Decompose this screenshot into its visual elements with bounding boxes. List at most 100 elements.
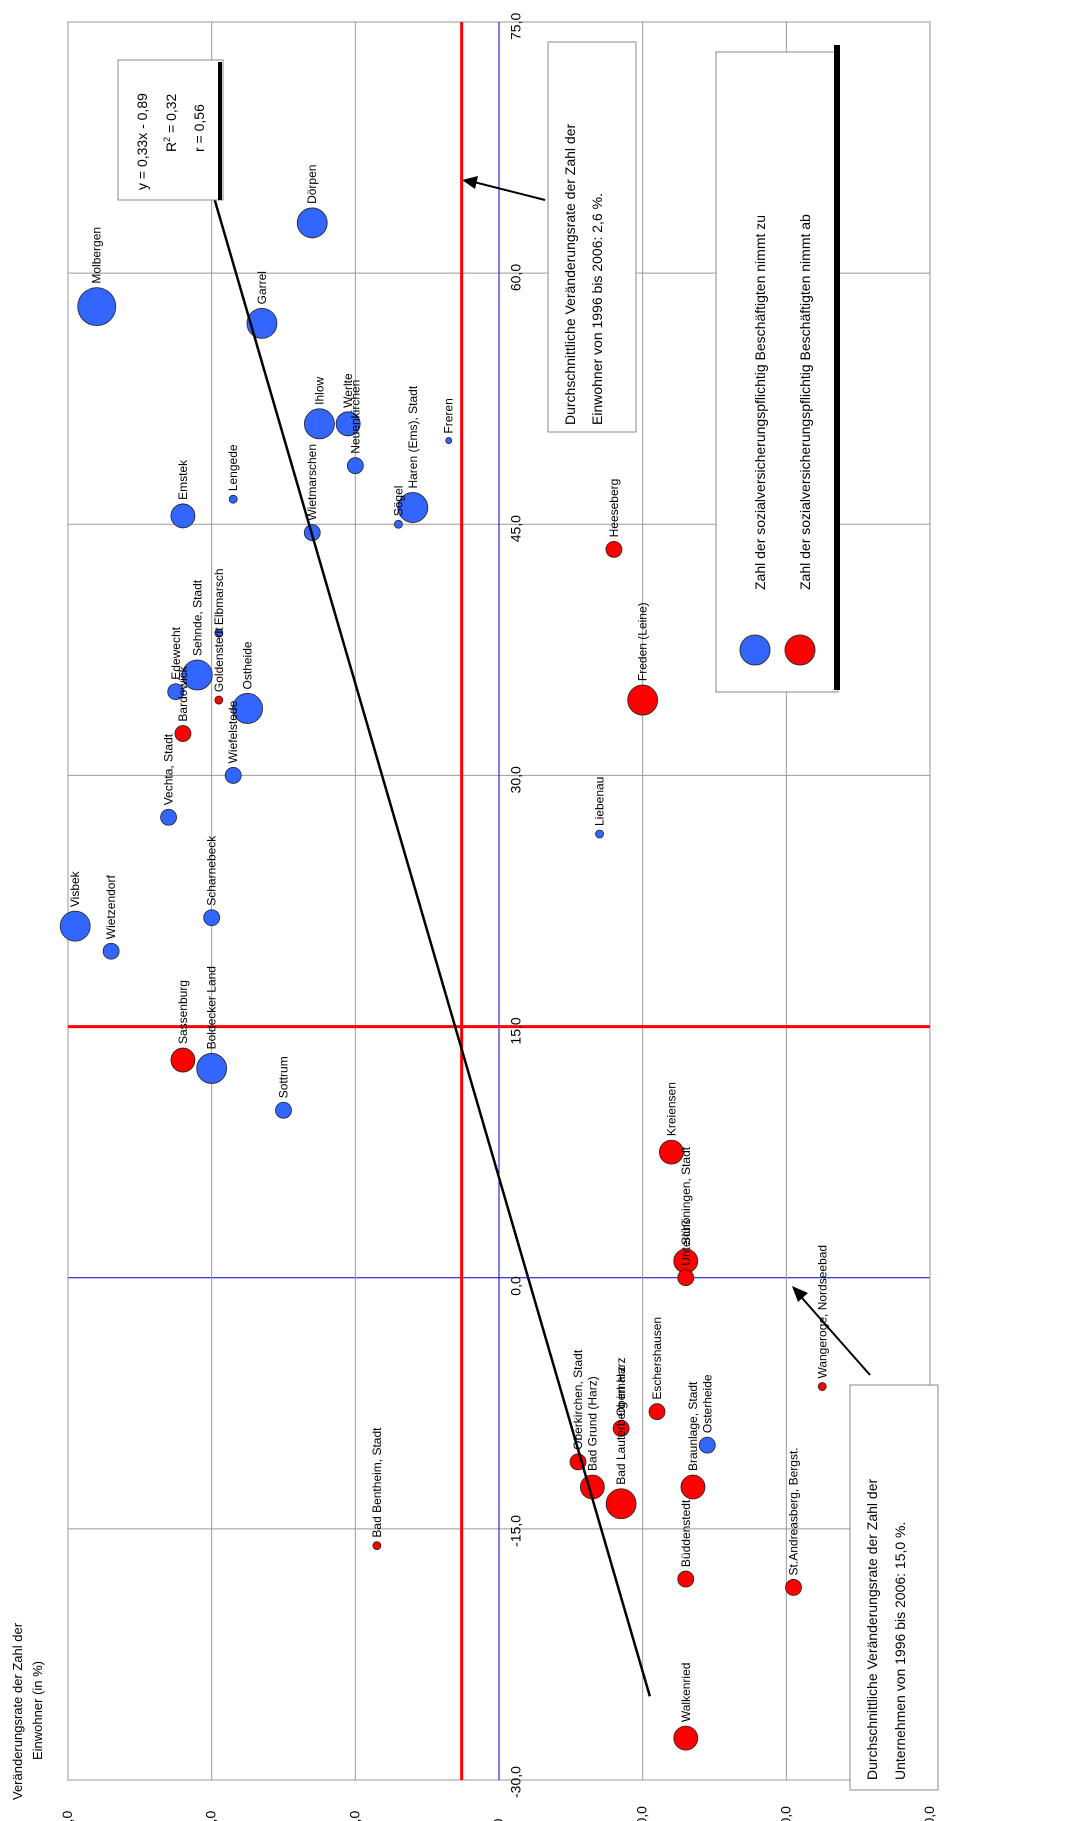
data-point [203,909,221,927]
point-label: Sögel [391,486,405,517]
point-label: Kreiensen [664,1082,678,1136]
data-point [445,437,453,444]
data-point [612,1420,630,1437]
data-point [224,767,242,784]
point-label: Edewecht [169,626,183,679]
point-labels: Molbergen Dörpen Garrel Ihlow WerlteNeuenkir… [68,165,829,1723]
data-point [246,307,278,339]
point-label: St.Andreasberg, Bergst. [787,1447,801,1575]
x-tick-label: 20,0 [203,1811,219,1821]
data-point [214,695,224,705]
point-label: Oberharz [614,1366,628,1416]
x-tick-label: -10,0 [634,1806,650,1821]
point-label: Scharnebeck [205,835,219,906]
data-point [232,693,263,724]
point-label: Unterlüß [679,1220,693,1266]
point-label: Wiefelstede [226,700,240,763]
point-label: Ostheide [241,641,255,689]
x-axis-label-line2: Einwohner (in %) [30,1661,45,1760]
point-label: Vechta, Stadt [162,733,176,805]
business-average-arrow [794,1289,871,1376]
y-tick-label: 60,0 [508,264,524,291]
point-label: Goldenstedt [212,627,226,692]
business-average-annotation: Durchschnittliche Veränderungsrate der Z… [792,1286,939,1791]
point-label: Bad Bentheim, Stadt [370,1427,384,1538]
data-point [648,1403,666,1421]
regression-line [210,189,652,1697]
point-label: Heeseberg [607,479,621,538]
point-label: Wietmarschen [305,444,319,521]
regression-r2: R2 = 0,32 [162,93,179,152]
data-point [346,457,364,475]
point-label: Eschershausen [650,1317,664,1400]
point-label: Elbmarsch [212,568,226,625]
regression-r: r = 0,56 [191,104,207,152]
data-point [181,659,213,691]
point-label: Liebenau [593,777,607,826]
point-label: Schöningen, Stadt [679,1146,693,1245]
data-point [214,628,224,638]
data-point [170,503,196,529]
y-tick-label: 0,0 [508,1276,524,1296]
data-point [228,494,238,504]
legend-swatch-decrease [784,634,816,666]
reference-lines [68,22,930,1780]
data-point [77,287,117,327]
data-point [785,1579,802,1596]
data-point [196,1053,228,1084]
data-point [680,1474,706,1500]
data-point [174,725,192,742]
point-label: Neuenkirchen [348,380,362,454]
data-point [372,1541,382,1550]
data-point [659,1139,684,1165]
population-average-arrow [465,179,546,201]
y-tick-label: -30,0 [508,1766,524,1798]
data-point [677,1570,695,1588]
population-average-label-2: Einwohner von 1996 bis 2006: 2,6 %. [589,193,605,425]
data-point [698,1436,716,1454]
data-point [275,1101,292,1119]
data-point [160,808,177,826]
point-label: Boldecker Land [205,966,219,1049]
data-point [394,519,403,529]
point-label: Bardowick [176,665,190,721]
point-label: Freden (Leine) [636,602,650,681]
point-label: Visbek [68,870,82,907]
data-point [304,408,335,440]
point-label: Sehnde, Stadt [190,579,204,656]
point-label: Bad Lauterberg im Harz [614,1357,628,1484]
point-label: Emstek [176,459,190,500]
data-point [397,492,429,523]
point-label: Bad Grund (Harz) [585,1376,599,1471]
y-tick-label: 75,0 [508,13,524,40]
point-label: Osterheide [700,1374,714,1433]
business-average-label-1: Durchschnittliche Veränderungsrate der Z… [864,1478,880,1780]
x-tick-label: 10,0 [346,1811,362,1821]
point-label: Freren [442,398,456,433]
data-point [627,684,659,716]
y-tick-label: -15,0 [508,1515,524,1547]
y-tick-label: 15,0 [508,1017,524,1044]
point-label: Wangeroge, Nordseebad [815,1245,829,1379]
data-point [167,683,185,701]
point-label: Walkenried [679,1663,693,1723]
data-point [673,1725,699,1751]
population-average-annotation: Durchschnittliche Veränderungsrate der Z… [462,41,637,433]
data-point [102,942,120,960]
point-label: Dörpen [305,165,319,204]
regression-equation: y = 0,33x - 0,89 [134,93,150,190]
legend-label-increase: Zahl der sozialversicherungspflichtig Be… [752,215,768,590]
y-tick-label: 45,0 [508,515,524,542]
point-label: Ihlow [312,376,326,404]
population-average-label-1: Durchschnittliche Veränderungsrate der Z… [562,123,578,425]
point-label: Lengede [226,444,240,491]
point-label: Büddenstedt [679,1499,693,1567]
y-tick-label: 30,0 [508,766,524,793]
data-point [817,1382,827,1391]
x-tick-label: -20,0 [777,1806,793,1821]
point-label: Wietzendorf [104,875,118,940]
data-point [59,910,91,942]
point-label: Sottrum [277,1056,291,1098]
bubble-layer [59,207,827,1751]
x-tick-label: 30,0 [59,1811,75,1821]
